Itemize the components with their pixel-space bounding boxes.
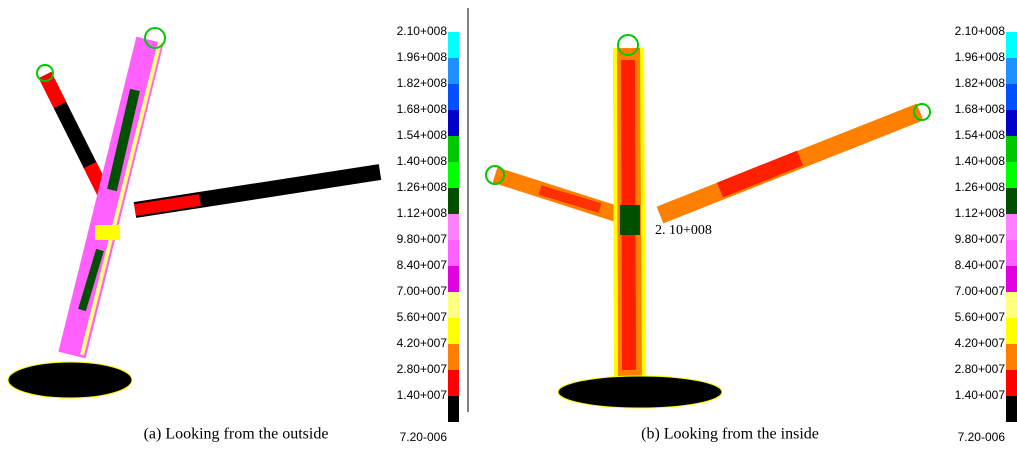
legend-label: 4.20+007	[955, 336, 1006, 350]
legend-swatch	[1006, 318, 1017, 344]
legend-label: 1.26+008	[955, 180, 1006, 194]
legend-swatch	[448, 396, 459, 422]
legend-swatch	[1006, 58, 1017, 84]
legend-label: 1.82+008	[397, 76, 448, 90]
legend-swatch	[448, 110, 459, 136]
legend-label: 7.20-006	[400, 430, 448, 444]
legend-label: 7.00+007	[955, 284, 1006, 298]
legend-swatch	[448, 214, 459, 240]
legend-label: 5.60+007	[397, 310, 448, 324]
legend-label: 2.80+007	[397, 362, 448, 376]
legend-label: 1.40+007	[955, 388, 1006, 402]
legend-label: 1.96+008	[955, 50, 1006, 64]
legend-swatch	[1006, 344, 1017, 370]
legend-swatch	[448, 318, 459, 344]
legend-label: 1.68+008	[397, 102, 448, 116]
legend-label: 7.20-006	[958, 430, 1006, 444]
legend-swatch	[1006, 292, 1017, 318]
legend-label: 1.40+008	[397, 154, 448, 168]
legend-label: 8.40+007	[397, 258, 448, 272]
legend-swatch	[448, 32, 459, 58]
legend-label: 1.26+008	[397, 180, 448, 194]
legend-label: 1.54+008	[955, 128, 1006, 142]
legend-label: 9.80+007	[397, 232, 448, 246]
legend-swatch	[448, 84, 459, 110]
legend-swatch	[448, 240, 459, 266]
legend-label: 2.10+008	[397, 24, 448, 38]
legend-label: 1.68+008	[955, 102, 1006, 116]
legend-swatch	[1006, 396, 1017, 422]
legend-swatch	[448, 370, 459, 396]
legend-label: 1.40+007	[397, 388, 448, 402]
legend-swatch	[1006, 188, 1017, 214]
legend-swatch	[1006, 240, 1017, 266]
legend-label: 4.20+007	[397, 336, 448, 350]
legend-swatch	[448, 136, 459, 162]
legend-swatch	[1006, 84, 1017, 110]
legend-label: 8.40+007	[955, 258, 1006, 272]
model-outside	[8, 28, 380, 398]
legend-label: 2.80+007	[955, 362, 1006, 376]
legend-swatch	[1006, 370, 1017, 396]
caption: (a) Looking from the outside	[144, 426, 329, 443]
legend-swatch	[448, 292, 459, 318]
caption: (b) Looking from the inside	[641, 426, 819, 443]
legend-swatch	[448, 188, 459, 214]
legend-label: 1.40+008	[955, 154, 1006, 168]
legend-swatch	[1006, 266, 1017, 292]
legend-swatch	[448, 162, 459, 188]
legend-label: 1.54+008	[397, 128, 448, 142]
legend-label: 9.80+007	[955, 232, 1006, 246]
legend-swatch	[1006, 32, 1017, 58]
legend-label: 2.10+008	[955, 24, 1006, 38]
figure: 2. 10+008 (a) Looking from the outside (…	[0, 0, 1017, 448]
annotation: 2. 10+008	[655, 223, 712, 238]
legend-label: 1.12+008	[955, 206, 1006, 220]
legend-swatch	[1006, 110, 1017, 136]
legend-label: 1.96+008	[397, 50, 448, 64]
legend-swatch	[1006, 136, 1017, 162]
legend-label: 1.12+008	[397, 206, 448, 220]
legend-label: 7.00+007	[397, 284, 448, 298]
legend-swatch	[1006, 214, 1017, 240]
legend-swatch	[448, 266, 459, 292]
legend-label: 5.60+007	[955, 310, 1006, 324]
legend-swatch	[1006, 162, 1017, 188]
legend-swatch	[448, 58, 459, 84]
legend-swatch	[448, 344, 459, 370]
legend-label: 1.82+008	[955, 76, 1006, 90]
model-inside	[486, 35, 930, 408]
